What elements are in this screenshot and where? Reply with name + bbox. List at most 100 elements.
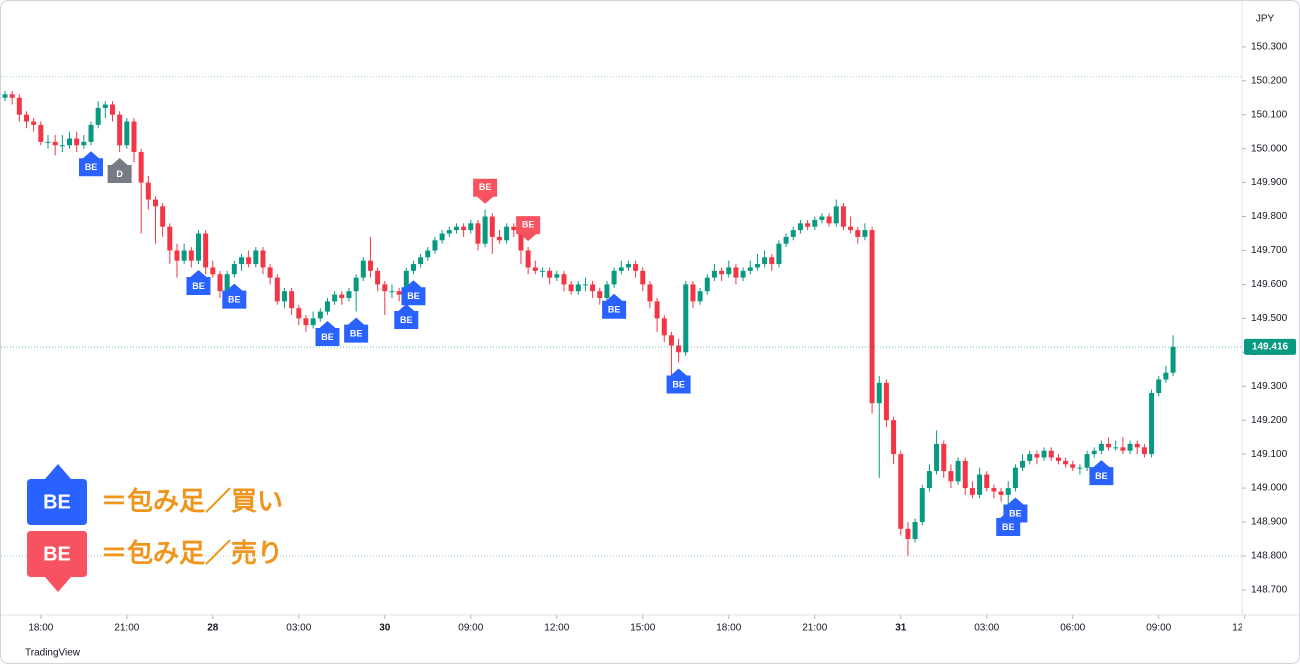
candle-body	[260, 250, 266, 268]
candle-body	[905, 528, 911, 539]
candle-body	[475, 223, 481, 244]
candle-body	[633, 264, 639, 271]
candle-body	[704, 277, 710, 292]
candle-body	[468, 223, 474, 231]
legend-swatch-label: BE	[43, 543, 71, 565]
candle-body	[740, 270, 746, 278]
candle-body	[167, 226, 173, 251]
candle-body	[926, 471, 932, 489]
marker-shape	[394, 303, 419, 329]
marker-shape	[666, 368, 691, 394]
candle-body	[726, 267, 732, 275]
candle-body	[948, 471, 954, 482]
candle-body	[210, 267, 216, 275]
candle-body	[869, 230, 875, 404]
marker-label: BE	[479, 182, 492, 192]
candle-body	[998, 491, 1004, 495]
candle-body	[1055, 457, 1061, 461]
candle-body	[977, 474, 983, 495]
candle-body	[253, 250, 259, 265]
candle-body	[812, 219, 818, 227]
marker-shape	[315, 320, 340, 346]
candle-body	[317, 311, 323, 319]
marker: BE	[222, 283, 247, 309]
candle-body	[618, 267, 624, 271]
legend-swatch	[27, 464, 87, 525]
brand: TradingView	[25, 648, 81, 659]
legend-text: ＝包み足／買い	[101, 486, 283, 516]
candle-body	[941, 443, 947, 472]
candle-body	[181, 250, 187, 261]
candle-body	[762, 257, 768, 265]
candle-body	[52, 141, 58, 146]
candle-body	[575, 284, 581, 292]
candle-body	[1163, 372, 1169, 380]
marker-label: BE	[85, 162, 98, 172]
y-tick-label: 149.000	[1251, 483, 1288, 494]
candle-body	[66, 138, 72, 146]
marker-label: D	[116, 169, 123, 179]
x-tick-label: 28	[207, 623, 219, 634]
candle-body	[848, 226, 854, 231]
marker: BE	[516, 216, 541, 242]
candle-body	[539, 270, 545, 272]
marker-shape	[78, 151, 103, 177]
candle-body	[353, 277, 359, 292]
marker-label: BE	[228, 294, 241, 304]
candle-body	[504, 226, 510, 241]
candle-body	[883, 382, 889, 421]
candle-body	[776, 243, 782, 265]
candle-body	[561, 274, 567, 285]
legend-text: ＝包み足／売り	[101, 538, 283, 568]
candle-body	[9, 94, 15, 98]
candle-body	[88, 124, 94, 142]
y-tick-label: 150.000	[1251, 143, 1288, 154]
candle-body	[289, 291, 295, 309]
candle-body	[1070, 464, 1076, 468]
marker-shape	[344, 317, 369, 343]
candle-body	[1127, 443, 1133, 451]
candle-body	[267, 267, 273, 278]
candle-body	[962, 460, 968, 489]
candle-body	[676, 345, 682, 353]
candle-body	[654, 301, 660, 319]
candle-body	[1134, 443, 1140, 448]
candle-body	[303, 318, 309, 326]
y-tick-label: 149.300	[1251, 381, 1288, 392]
y-tick-label: 149.600	[1251, 279, 1288, 290]
marker: BE	[186, 270, 211, 296]
candle-body	[640, 270, 646, 285]
candle-body	[747, 267, 753, 271]
candle-body	[554, 274, 560, 278]
candle-body	[231, 264, 237, 275]
last-price-label: 149.416	[1252, 342, 1289, 353]
candle-body	[74, 138, 80, 146]
candle-body	[604, 284, 610, 298]
candle-body	[217, 274, 223, 292]
marker-label: BE	[400, 315, 413, 325]
x-tick-label: 31	[895, 623, 907, 634]
x-tick-label: 09:00	[458, 623, 483, 634]
candle-body	[38, 124, 44, 142]
candle-body	[862, 230, 868, 237]
x-tick-label: 09:00	[1146, 623, 1171, 634]
candle-body	[59, 145, 65, 147]
marker: BE	[1089, 460, 1114, 486]
candle-body	[2, 94, 8, 98]
x-tick-label: 30	[379, 623, 391, 634]
x-tick-label: 03:00	[286, 623, 311, 634]
candle-body	[511, 226, 517, 231]
y-tick-label: 150.200	[1251, 75, 1288, 86]
candle-body	[410, 264, 416, 271]
candle-body	[296, 308, 302, 319]
y-tick-label: 149.800	[1251, 211, 1288, 222]
candle-body	[461, 226, 467, 231]
candle-body	[769, 257, 775, 265]
candle-body	[281, 291, 287, 302]
marker-label: BE	[1095, 471, 1108, 481]
candle-body	[81, 141, 87, 146]
candle-body	[661, 318, 667, 336]
candle-body	[145, 182, 151, 200]
candle-body	[568, 284, 574, 292]
